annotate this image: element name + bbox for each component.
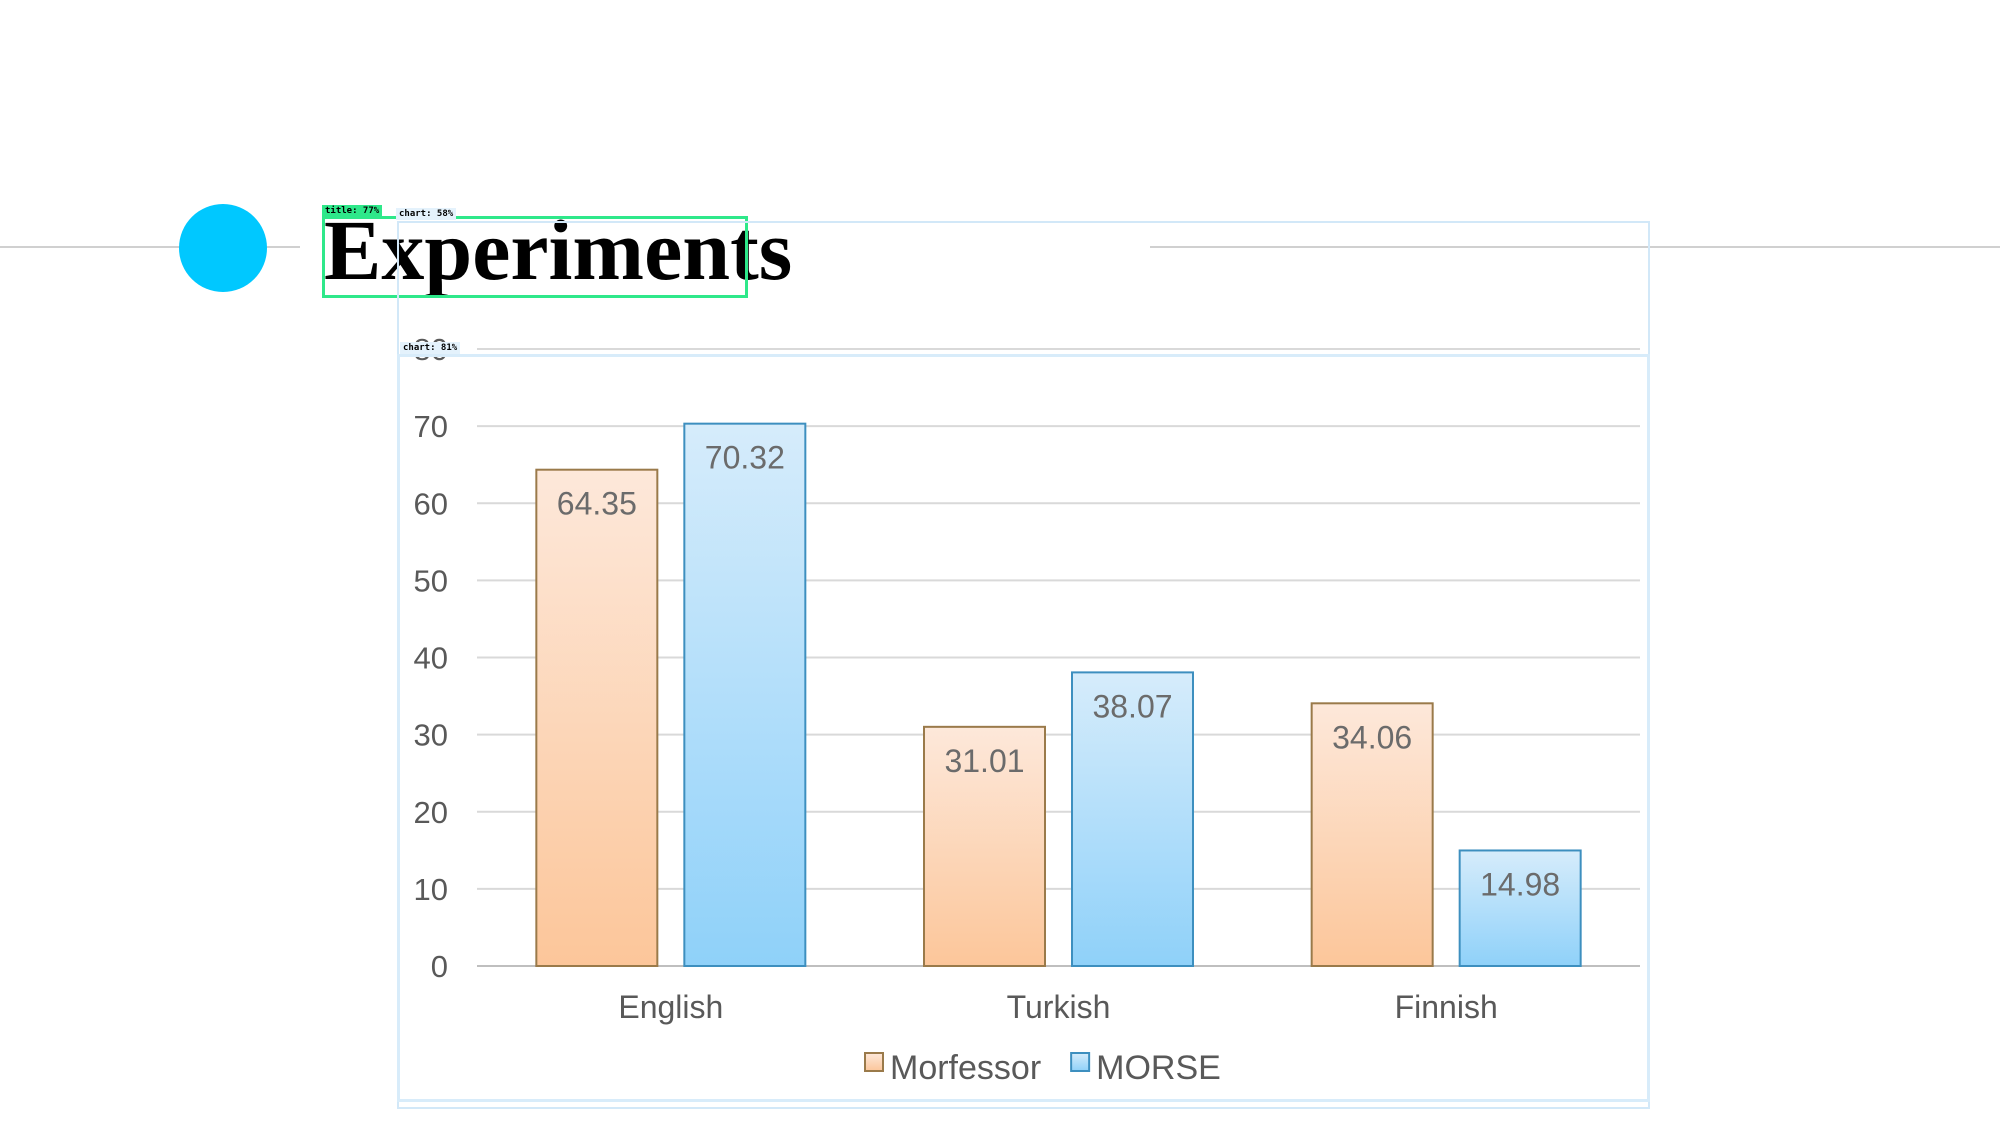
bar-morse-turkish [1071, 671, 1194, 967]
bar-morfessor-english [535, 468, 659, 967]
chart-detection-tag-outer: chart: 58% [396, 208, 457, 220]
data-label-morse-finnish: 14.98 [1480, 866, 1560, 902]
y-tick-label-60: 60 [414, 486, 448, 521]
data-label-morse-turkish: 38.07 [1092, 688, 1172, 724]
accent-circle [179, 204, 267, 292]
y-tick-label-40: 40 [414, 641, 448, 676]
data-label-morse-english: 70.32 [705, 440, 785, 476]
y-tick-label-50: 50 [414, 563, 448, 598]
data-label-morfessor-english: 64.35 [557, 486, 637, 522]
legend-swatch-morfessor [864, 1052, 884, 1072]
title-detection-box [322, 216, 748, 298]
right-header-rule [1150, 246, 2000, 248]
bar-morse-english [683, 422, 807, 968]
legend-swatch-morse [1070, 1052, 1091, 1072]
legend-label-morse: MORSE [1096, 1049, 1221, 1087]
bar-morse-finnish [1458, 849, 1582, 967]
y-tick-label-70: 70 [414, 409, 448, 444]
bar-morfessor-turkish [923, 725, 1046, 968]
chart-detection-tag-inner: chart: 81% [400, 342, 461, 354]
y-tick-label-30: 30 [414, 718, 448, 753]
y-tick-label-0: 0 [431, 949, 448, 984]
y-tick-label-10: 10 [414, 872, 448, 907]
chart-detection-box-inner [397, 354, 1650, 1102]
x-tick-label-turkish: Turkish [1007, 989, 1111, 1025]
data-label-morfessor-finnish: 34.06 [1332, 719, 1412, 755]
x-tick-label-finnish: Finnish [1395, 989, 1498, 1025]
y-tick-label-20: 20 [414, 795, 448, 830]
bar-morfessor-finnish [1310, 702, 1434, 967]
legend-label-morfessor: Morfessor [890, 1049, 1041, 1087]
title-detection-tag: title: 77% [322, 205, 383, 217]
left-header-rule [0, 246, 300, 248]
x-tick-label-english: English [618, 989, 723, 1025]
data-label-morfessor-turkish: 31.01 [944, 743, 1024, 779]
